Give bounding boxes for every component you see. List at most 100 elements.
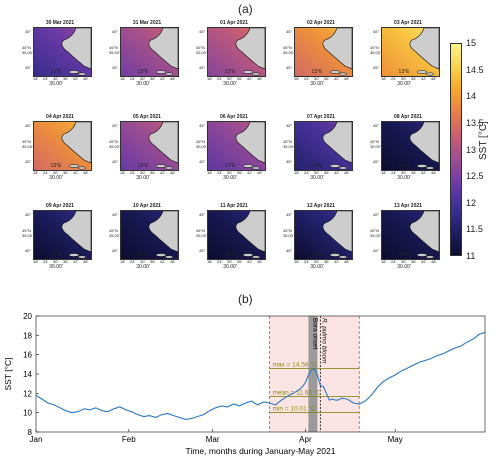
longitude-tick: 18' bbox=[207, 259, 213, 264]
coastline-land bbox=[409, 211, 439, 253]
map-date-title: 08 Apr 2021 bbox=[394, 114, 422, 120]
latitude-label: 45° bbox=[112, 123, 119, 128]
sst-map-panel: 06 Apr 2021 45° 45°N 35.00' 45° 18' 24' 30' 36' 4… bbox=[196, 114, 270, 184]
coastline-land bbox=[235, 28, 265, 70]
longitude-minutes-label: 30.00' bbox=[397, 175, 411, 181]
longitude-tick: 36' bbox=[150, 170, 156, 175]
longitude-tick: 18' bbox=[120, 76, 126, 81]
map-date-title: 07 Apr 2021 bbox=[307, 114, 335, 120]
longitude-tick: 18' bbox=[33, 76, 39, 81]
x-tick-label: Feb bbox=[122, 435, 136, 444]
longitude-tick: 18' bbox=[294, 170, 300, 175]
island-shape bbox=[164, 72, 174, 76]
latitude-label: 35.00' bbox=[109, 233, 120, 238]
latitude-label: 45° bbox=[112, 212, 119, 217]
sst-map-panel: 12 Apr 2021 45° 45°N 35.00' 45° 18' 24' 30' 36' 4… bbox=[283, 203, 357, 273]
latitude-label: 45°N bbox=[370, 139, 379, 144]
latitude-label: 45° bbox=[373, 29, 380, 34]
x-tick-label: Mar bbox=[206, 435, 220, 444]
longitude-tick: 48' bbox=[83, 259, 89, 264]
latitude-label: 45°N bbox=[283, 139, 292, 144]
sst-map bbox=[294, 121, 353, 171]
sst-map-panel: 11 Apr 2021 45° 45°N 35.00' 45° 18' 24' 30' 36' 4… bbox=[196, 203, 270, 273]
x-tick-label: Apr bbox=[299, 435, 312, 444]
latitude-label: 35.00' bbox=[22, 50, 33, 55]
longitude-tick: 48' bbox=[170, 170, 176, 175]
island-shape bbox=[425, 166, 435, 170]
sst-map bbox=[207, 27, 266, 77]
sst-map-panel: 02 Apr 2021 45° 45°N 35.00' 45° 18' 24' 30' 36' 4… bbox=[283, 20, 357, 90]
sst-map bbox=[381, 121, 440, 171]
longitude-tick: 30' bbox=[401, 76, 407, 81]
map-date-title: 11 Apr 2021 bbox=[220, 203, 248, 209]
longitude-tick: 36' bbox=[324, 76, 330, 81]
latitude-label: 45° bbox=[112, 159, 119, 164]
latitude-label: 45° bbox=[112, 29, 119, 34]
sst-map-panel: 07 Apr 2021 45° 45°N 35.00' 45° 18' 24' 30' 36' 4… bbox=[283, 114, 357, 184]
longitude-center-label: 13°E bbox=[224, 163, 236, 169]
sst-map bbox=[33, 121, 92, 171]
longitude-tick: 48' bbox=[344, 259, 350, 264]
sst-map-grid: 30 Mar 2021 45° 45°N 35.00' 45° 18' 24' 30' 36' 4… bbox=[22, 20, 444, 273]
stat-label-min: min = 10.01 °C bbox=[272, 405, 316, 413]
longitude-tick: 18' bbox=[33, 170, 39, 175]
map-date-title: 01 Apr 2021 bbox=[220, 20, 248, 26]
longitude-minutes-label: 30.00' bbox=[223, 264, 237, 270]
latitude-label: 45° bbox=[199, 159, 206, 164]
y-tick-label: 12 bbox=[23, 389, 32, 398]
longitude-minutes-label: 30.00' bbox=[49, 175, 63, 181]
longitude-tick: 36' bbox=[411, 76, 417, 81]
latitude-label: 45° bbox=[199, 123, 206, 128]
latitude-label: 45° bbox=[112, 65, 119, 70]
colorbar-tick: 12.5 bbox=[466, 171, 484, 182]
coastline-land bbox=[235, 211, 265, 253]
longitude-minutes-label: 30.00' bbox=[310, 264, 324, 270]
longitude-center-label: 13°E bbox=[398, 252, 410, 258]
latitude-label: 35.00' bbox=[109, 144, 120, 149]
longitude-tick: 48' bbox=[431, 76, 437, 81]
colorbar-tick: 12 bbox=[466, 197, 477, 208]
latitude-label: 45° bbox=[286, 29, 293, 34]
longitude-tick: 42' bbox=[160, 76, 166, 81]
longitude-tick: 42' bbox=[73, 259, 79, 264]
latitude-label: 45° bbox=[373, 65, 380, 70]
longitude-tick: 24' bbox=[217, 259, 223, 264]
panel-a-label: (a) bbox=[238, 2, 253, 16]
longitude-tick: 18' bbox=[207, 170, 213, 175]
latitude-label: 45° bbox=[199, 212, 206, 217]
longitude-tick: 24' bbox=[391, 259, 397, 264]
longitude-tick: 36' bbox=[63, 76, 69, 81]
island-shape bbox=[416, 253, 428, 257]
coastline-land bbox=[235, 122, 265, 164]
longitude-tick: 48' bbox=[431, 259, 437, 264]
bora-onset-label: Bora onset bbox=[311, 318, 318, 350]
longitude-tick: 18' bbox=[381, 76, 387, 81]
longitude-tick: 18' bbox=[120, 170, 126, 175]
longitude-tick: 42' bbox=[73, 170, 79, 175]
sst-map bbox=[33, 210, 92, 260]
sst-map-panel: 08 Apr 2021 45° 45°N 35.00' 45° 18' 24' 30' 36' 4… bbox=[370, 114, 444, 184]
map-date-title: 31 Mar 2021 bbox=[132, 20, 162, 26]
sst-map bbox=[33, 27, 92, 77]
longitude-tick: 24' bbox=[391, 170, 397, 175]
latitude-label: 45° bbox=[25, 123, 32, 128]
colorbar-tick: 13 bbox=[466, 144, 477, 155]
latitude-label: 45°N bbox=[370, 45, 379, 50]
longitude-minutes-label: 30.00' bbox=[223, 81, 237, 87]
longitude-tick: 48' bbox=[170, 259, 176, 264]
island-shape bbox=[251, 166, 261, 170]
longitude-tick: 48' bbox=[344, 170, 350, 175]
longitude-tick: 36' bbox=[411, 170, 417, 175]
sst-map bbox=[120, 210, 179, 260]
sst-map-panel: 09 Apr 2021 45° 45°N 35.00' 45° 18' 24' 30' 36' 4… bbox=[22, 203, 96, 273]
panel-b-label: (b) bbox=[238, 292, 253, 306]
map-date-title: 04 Apr 2021 bbox=[46, 114, 74, 120]
longitude-center-label: 13°E bbox=[137, 69, 149, 75]
latitude-label: 35.00' bbox=[370, 144, 381, 149]
longitude-tick: 24' bbox=[43, 170, 49, 175]
y-tick-label: 14 bbox=[23, 370, 32, 379]
longitude-center-label: 13°E bbox=[311, 69, 323, 75]
latitude-label: 35.00' bbox=[283, 50, 294, 55]
colorbar-tick: 11 bbox=[466, 251, 476, 261]
sst-map-panel: 04 Apr 2021 45° 45°N 35.00' 45° 18' 24' 30' 36' 4… bbox=[22, 114, 96, 184]
